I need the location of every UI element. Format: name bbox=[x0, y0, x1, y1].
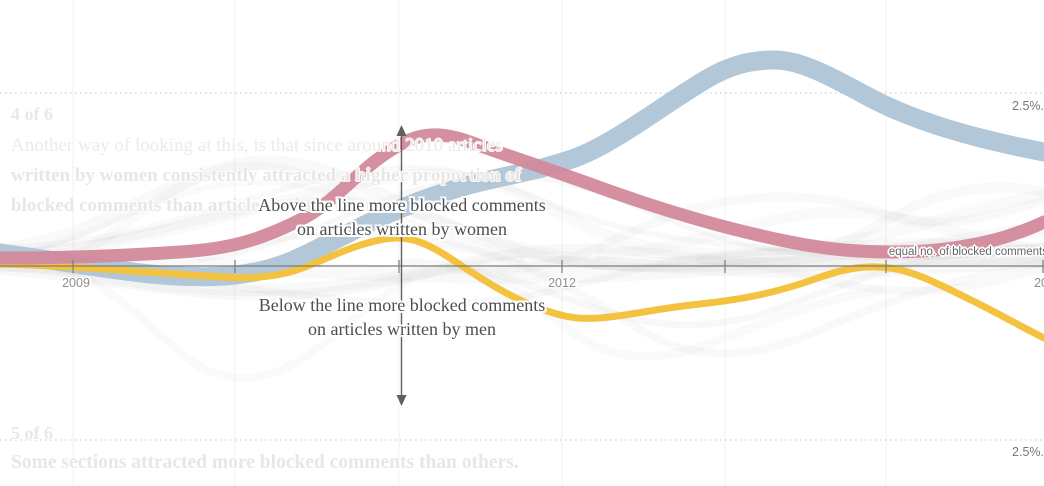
stream-pink bbox=[0, 128, 1044, 265]
year-gridlines bbox=[72, 0, 887, 486]
story-line-bottom: Some sections attracted more blocked com… bbox=[11, 452, 519, 473]
annotation-above-line-2: on articles written by women bbox=[297, 219, 507, 239]
step-indicator-bottom: 5 of 6 bbox=[11, 423, 53, 443]
annotation-above-line-1: Above the line more blocked comments bbox=[258, 195, 546, 215]
zero-axis bbox=[0, 260, 1044, 273]
step-indicator-top: 4 of 6 bbox=[11, 104, 53, 124]
arrow-down-head bbox=[396, 395, 407, 406]
story-line-2: written by women consistently attracted … bbox=[11, 165, 522, 186]
story-paragraph-top: Another way of looking at this, is that … bbox=[11, 131, 521, 221]
annotation-below-line-1: Below the line more blocked comments bbox=[258, 295, 546, 315]
lower-threshold-label: 2.5%. bbox=[1012, 445, 1044, 459]
story-line-1: Another way of looking at this, is that … bbox=[11, 135, 503, 156]
year-label-2009: 2009 bbox=[62, 276, 90, 290]
stream-yellow bbox=[0, 234, 1044, 342]
year-label-2012: 2012 bbox=[548, 276, 576, 290]
annotation-above-line: Above the line more blocked comments on … bbox=[258, 193, 545, 241]
story-line-3: blocked comments than articles written b… bbox=[11, 195, 400, 216]
annotation-below-line-2: on articles written by men bbox=[308, 319, 496, 339]
upper-threshold-label: 2.5%. bbox=[1012, 99, 1044, 113]
equal-blocked-comments-label: equal no. of blocked comments bbox=[888, 246, 1044, 258]
year-label-2015: 2015 bbox=[1034, 276, 1044, 290]
range-arrow bbox=[396, 125, 407, 406]
arrow-up-head bbox=[396, 125, 407, 136]
annotation-below-line: Below the line more blocked comments on … bbox=[259, 293, 545, 341]
